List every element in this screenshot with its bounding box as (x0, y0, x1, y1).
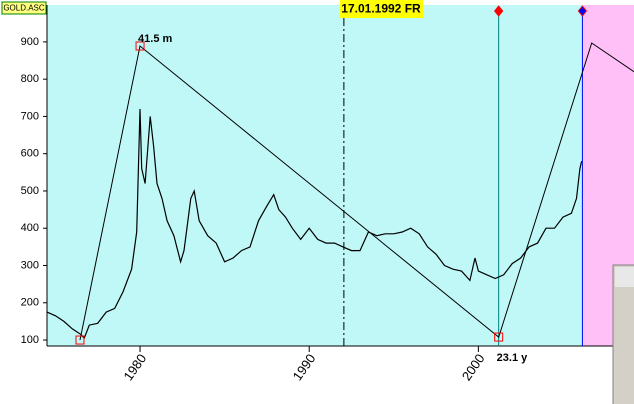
marker-diamond (577, 5, 588, 17)
y-tick-label: 600 (21, 148, 39, 160)
chart-title: GOLD.ASC (3, 4, 45, 13)
title-box (1, 1, 47, 15)
x-tick-label: 1980 (120, 351, 149, 383)
plot-area: 100 200 300 400 500 600 700 800 900 1980 1990 2000 4… (21, 5, 634, 383)
annotation: 23.1 y (497, 352, 528, 364)
y-tick-label: 300 (21, 259, 39, 271)
y-tick-label: 200 (21, 297, 39, 309)
y-tick-label: 900 (21, 36, 39, 48)
trendline (79, 42, 634, 341)
window-fragment (612, 264, 634, 404)
plot-background (47, 5, 584, 346)
y-tick-label: 400 (21, 222, 39, 234)
y-tick-label: 700 (21, 110, 39, 122)
marker-diamond (494, 5, 504, 17)
window-header (615, 267, 634, 287)
y-tick-label: 100 (21, 334, 39, 346)
price-line (46, 108, 583, 340)
x-tick-label: 1990 (290, 351, 319, 383)
y-tick-label: 800 (21, 73, 39, 85)
date-label: 17.01.1992 FR (341, 2, 421, 16)
y-tick-label: 500 (21, 185, 39, 197)
annotation: 41.5 m (138, 33, 172, 45)
date-box (340, 0, 423, 18)
pivot-square (75, 335, 85, 345)
pivot-square (494, 332, 504, 342)
pivot-square (135, 41, 145, 51)
x-tick-label: 2000 (459, 351, 488, 383)
